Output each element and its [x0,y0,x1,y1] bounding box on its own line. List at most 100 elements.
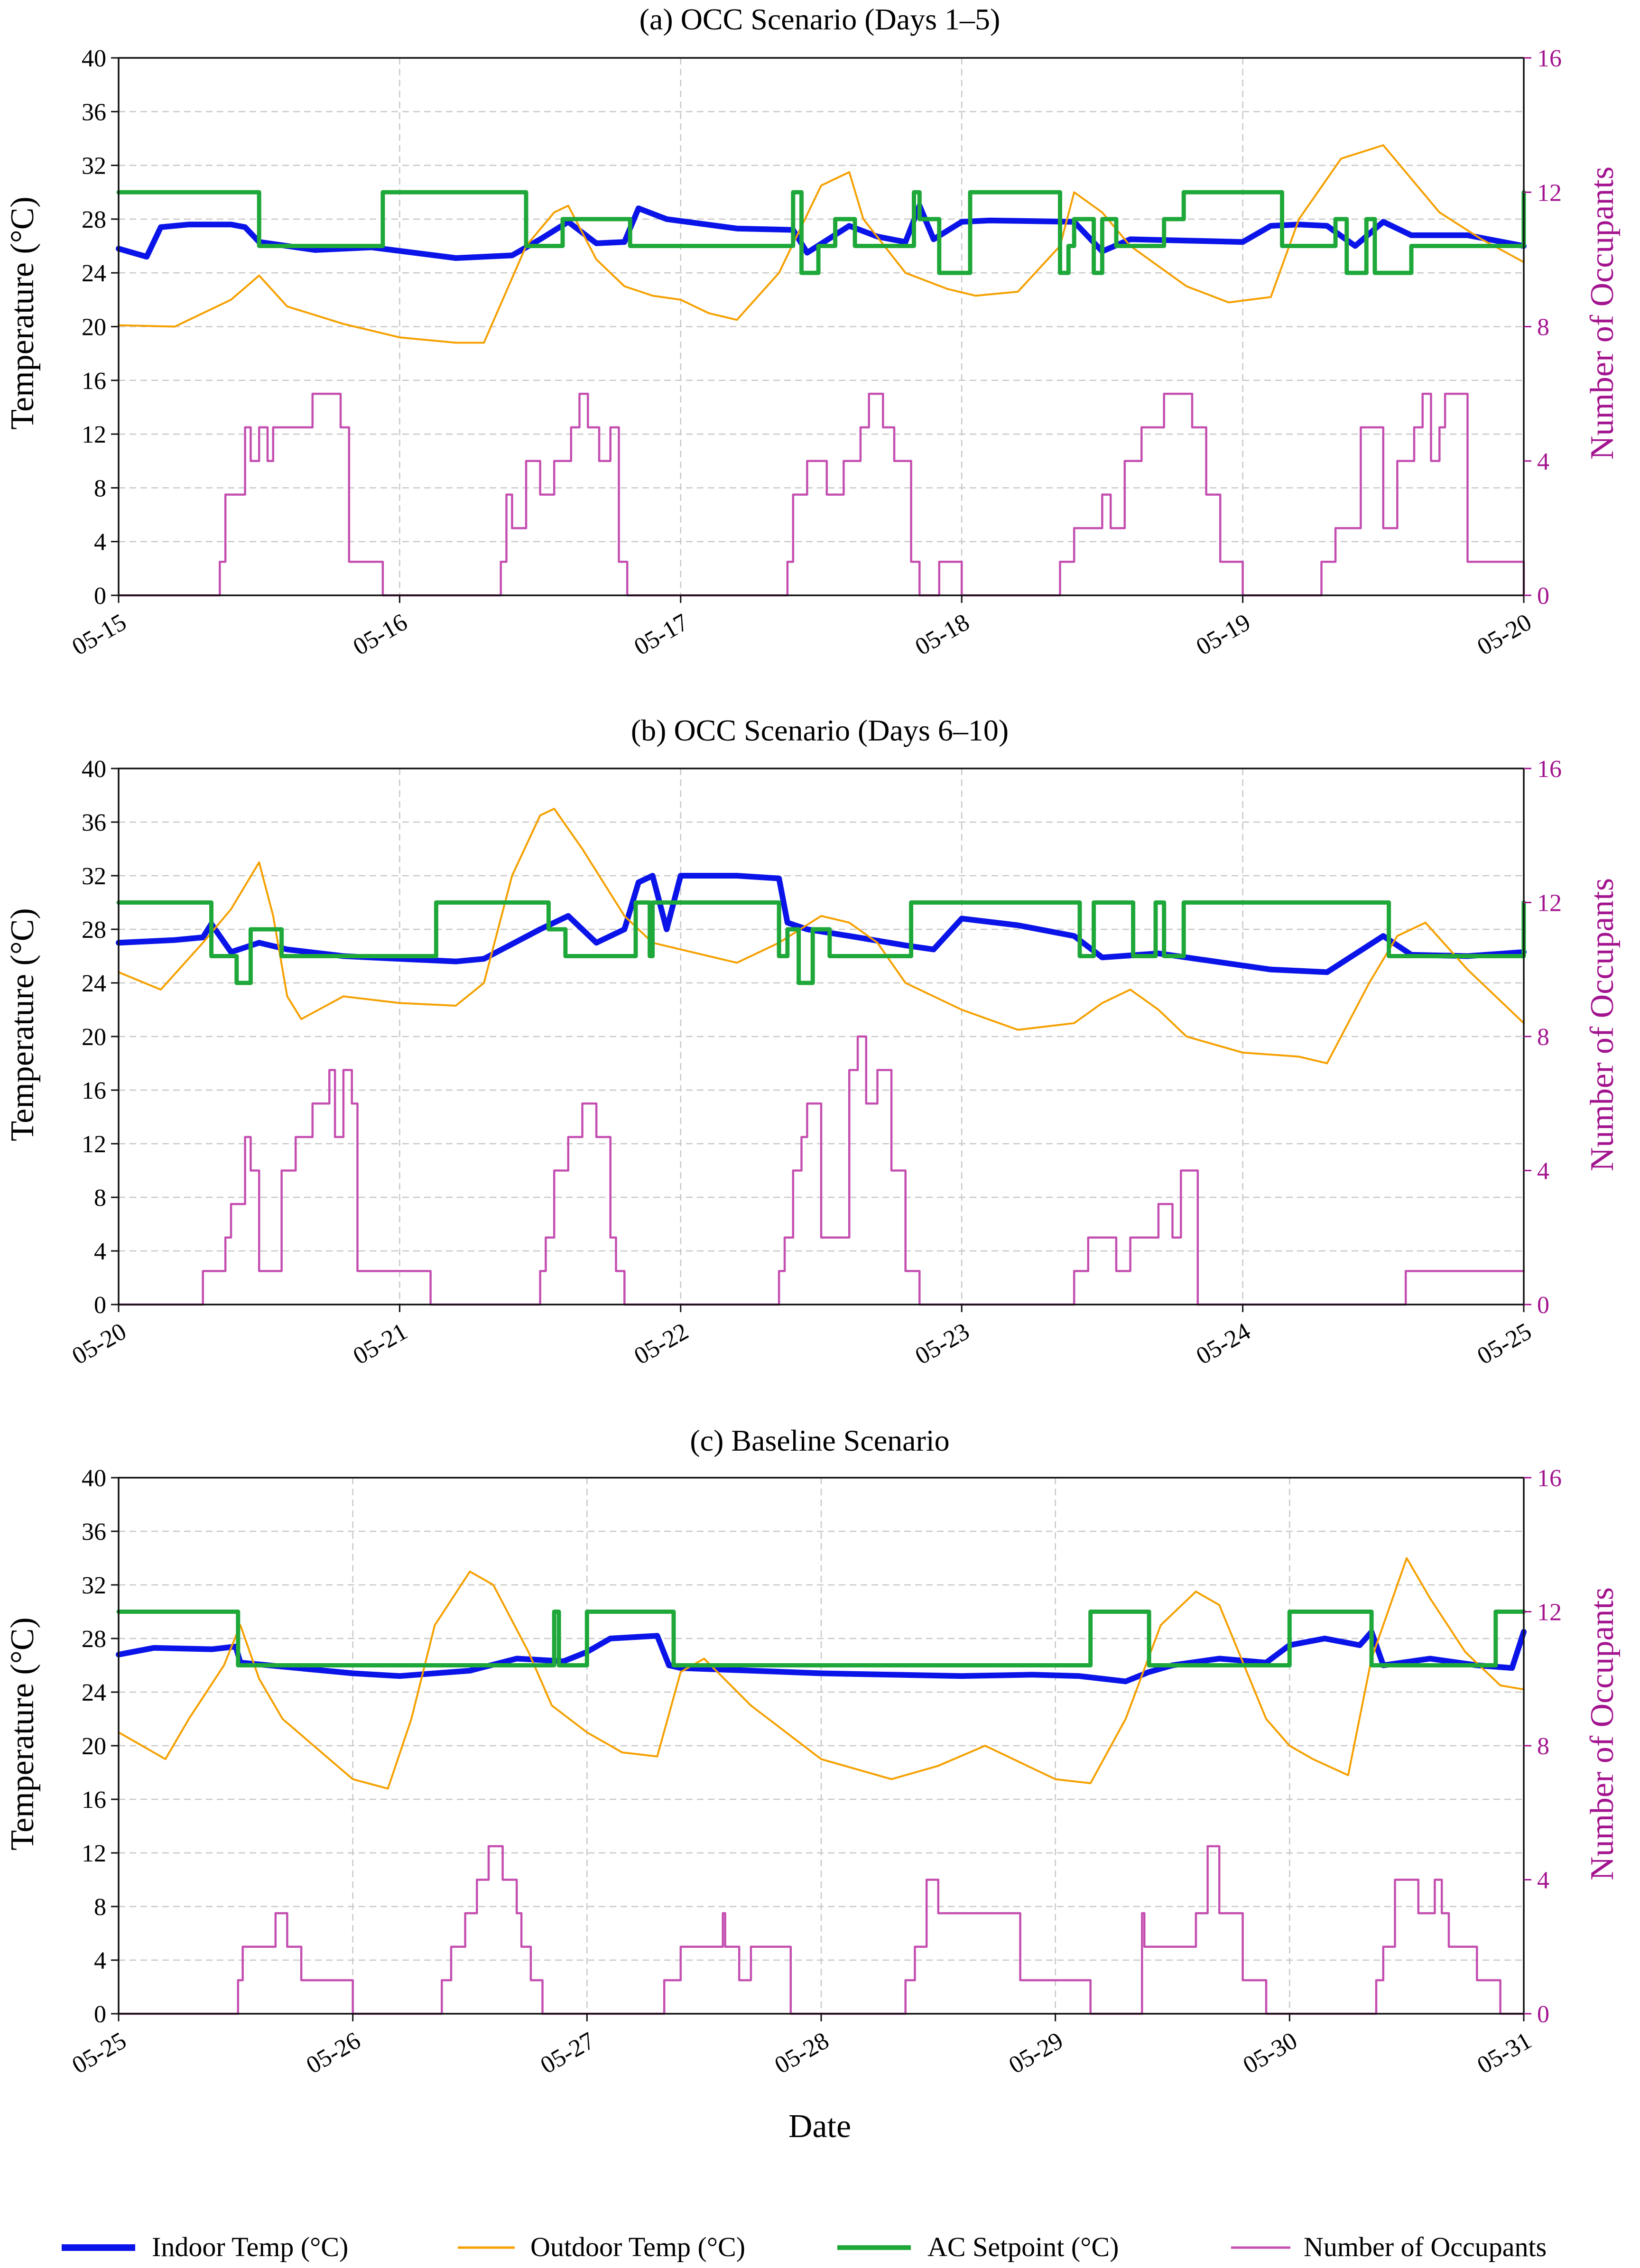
panel-b-ytick-label-right-4: 16 [1537,756,1562,783]
panel-a-ylabel-right: Number of Occupants [1584,167,1621,460]
panel-b-ytick-label-left-6: 24 [82,970,106,997]
panel-c-ytick-label-right-4: 16 [1537,1465,1562,1492]
panel-a-ytick-label-right-1: 4 [1537,448,1549,475]
panel-c-xlabel: Date [788,2108,851,2145]
panel-a-series-indoor [116,203,1527,261]
panel-a-ytick-label-left-8: 32 [82,153,106,180]
panel-c-ytick-label-left-2: 8 [94,1894,106,1921]
panel-a-ytick-label-left-7: 28 [82,206,106,233]
panel-a-xtick-label-4: 05-19 [1192,609,1255,661]
panel-c-ytick-label-left-9: 36 [82,1518,106,1546]
panel-a-ytick-label-right-3: 12 [1537,179,1562,206]
panel-c-ytick-label-left-6: 24 [82,1679,106,1706]
panel-c-xtick-label-0: 05-25 [67,2027,131,2079]
panel-c-xtick-label-3: 05-28 [770,2027,834,2079]
legend-label-outdoor: Outdoor Temp (°C) [530,2231,745,2262]
panel-b-ytick-label-left-1: 4 [94,1238,106,1265]
panel-b-ytick-label-left-0: 0 [94,1292,106,1319]
panel-b-xtick-label-0: 05-20 [67,1318,131,1370]
panel-a-ytick-label-left-5: 20 [82,314,106,341]
panel-b-ytick-label-left-5: 20 [82,1024,106,1051]
legend-label-setpoint: AC Setpoint (°C) [927,2231,1119,2262]
panel-b-series-setpoint [116,900,1526,985]
panel-a-ytick-label-left-4: 16 [82,368,106,395]
panel-c-ytick-label-left-1: 4 [94,1947,106,1974]
panel-c-series-outdoor [118,1557,1525,1790]
panel-c-xtick-label-2: 05-27 [536,2027,600,2079]
panel-a-xtick-label-5: 05-20 [1473,609,1536,661]
panel-b-ytick-label-left-4: 16 [82,1077,106,1104]
panel-b-ytick-label-left-7: 28 [82,916,106,944]
panel-a-xtick-label-3: 05-18 [911,609,974,661]
panel-c-ylabel-left: Temperature (°C) [4,1617,41,1850]
panel-c-ytick-label-left-7: 28 [82,1626,106,1653]
panel-b-ytick-label-right-0: 0 [1537,1292,1549,1319]
panel-c-ytick-label-left-0: 0 [94,2001,106,2028]
panel-b-title: (b) OCC Scenario (Days 6–10) [631,713,1009,747]
panel-c-ytick-label-right-1: 4 [1537,1867,1549,1894]
panel-a-ytick-label-right-2: 8 [1537,314,1549,341]
panel-a-plot: 0 4 8 12 16 20 24 28 32 36 40 0 4 8 12 16 05-15 05-16 05-1… [67,45,1562,661]
panel-b-xtick-label-2: 05-22 [630,1318,693,1370]
panel-a-xtick-label-2: 05-17 [630,609,693,661]
panel-c-ytick-label-left-5: 20 [82,1733,106,1760]
panel-b: (b) OCC Scenario (Days 6–10) Temperature… [4,713,1621,1171]
panel-a-ytick-label-left-2: 8 [94,475,106,502]
panel-a-xtick-label-0: 05-15 [67,609,131,661]
panel-a-ytick-label-left-10: 40 [82,45,106,72]
panel-c-ytick-label-left-10: 40 [82,1465,106,1492]
panel-c-series-setpoint [116,1610,1526,1667]
panel-b-ytick-label-right-3: 12 [1537,890,1562,917]
panel-b-ytick-label-left-3: 12 [82,1131,106,1158]
legend-label-indoor: Indoor Temp (°C) [152,2231,348,2262]
panel-b-xtick-label-1: 05-21 [349,1318,412,1370]
panel-c: (c) Baseline Scenario Temperature (°C) N… [4,1424,1621,2145]
panel-c-ytick-label-left-8: 32 [82,1572,106,1599]
panel-b-xtick-label-4: 05-24 [1192,1318,1255,1370]
panel-a-title: (a) OCC Scenario (Days 1–5) [639,2,1001,36]
panel-c-ytick-label-right-2: 8 [1537,1733,1549,1760]
panel-a-series-occupants [117,392,1525,597]
panel-c-plot: 0 4 8 12 16 20 24 28 32 36 40 0 4 8 12 16 05-25 05-26 05-2… [67,1465,1562,2079]
panel-c-xtick-label-1: 05-26 [302,2027,365,2079]
panel-c-xtick-label-5: 05-30 [1239,2027,1302,2079]
panel-a-ytick-label-left-9: 36 [82,99,106,126]
panel-a-ytick-label-left-6: 24 [82,260,106,287]
legend: Indoor Temp (°C) Outdoor Temp (°C) AC Se… [62,2231,1547,2262]
panel-c-ytick-label-left-4: 16 [82,1787,106,1814]
panel-b-ytick-label-left-9: 36 [82,809,106,836]
panel-b-ytick-label-left-2: 8 [94,1185,106,1212]
panel-b-ytick-label-left-10: 40 [82,756,106,783]
panel-c-xtick-label-4: 05-29 [1004,2027,1068,2079]
panel-b-plot: 0 4 8 12 16 20 24 28 32 36 40 0 4 8 12 16 05-20 05-21 05-2… [67,756,1562,1370]
panel-c-title: (c) Baseline Scenario [690,1424,949,1457]
panel-b-ytick-label-left-8: 32 [82,863,106,890]
panel-a-series-setpoint [116,190,1526,275]
legend-label-occupants: Number of Occupants [1304,2231,1547,2262]
panel-c-series-indoor [116,1629,1527,1685]
panel-b-ylabel-right: Number of Occupants [1584,878,1621,1171]
panel-b-series-outdoor [118,807,1525,1065]
panel-b-ytick-label-right-2: 8 [1537,1024,1549,1051]
panel-a-ylabel-left: Temperature (°C) [4,196,41,429]
panel-c-xtick-label-6: 05-31 [1473,2027,1536,2079]
panel-a-ytick-label-right-4: 16 [1537,45,1562,72]
panel-b-series-occupants [117,1035,1525,1306]
panel-b-ylabel-left: Temperature (°C) [4,908,41,1141]
panel-a: (a) OCC Scenario (Days 1–5) Temperature … [4,2,1621,460]
panel-c-ytick-label-right-0: 0 [1537,2001,1549,2028]
panel-c-ytick-label-left-3: 12 [82,1840,106,1867]
panel-b-ytick-label-right-1: 4 [1537,1158,1549,1185]
panel-b-series-indoor [116,873,1527,975]
panel-a-ytick-label-left-3: 12 [82,421,106,448]
panel-b-xtick-label-5: 05-25 [1473,1318,1536,1370]
panel-a-ytick-label-left-1: 4 [94,529,106,556]
panel-a-xtick-label-1: 05-16 [349,609,412,661]
panel-c-ytick-label-right-3: 12 [1537,1599,1562,1626]
panel-b-xtick-label-3: 05-23 [911,1318,974,1370]
panel-a-ytick-label-right-0: 0 [1537,583,1549,610]
panel-a-series-outdoor [118,144,1525,344]
panel-c-ylabel-right: Number of Occupants [1584,1587,1621,1880]
panel-a-ytick-label-left-0: 0 [94,583,106,610]
